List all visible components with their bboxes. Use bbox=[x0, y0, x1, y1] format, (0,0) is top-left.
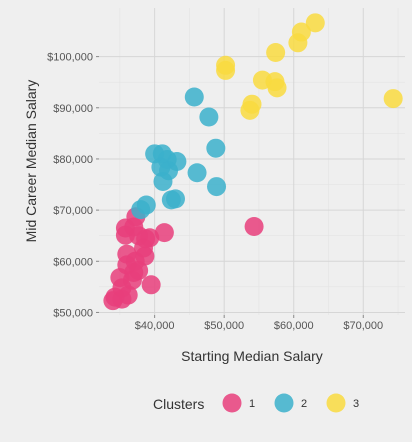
data-point-cluster-3 bbox=[267, 78, 287, 98]
legend-key-3 bbox=[326, 393, 346, 413]
x-tick-label: $60,000 bbox=[274, 320, 314, 332]
data-point-cluster-2 bbox=[184, 87, 204, 107]
legend-key-1 bbox=[222, 393, 242, 413]
data-point-cluster-1 bbox=[117, 244, 137, 264]
legend-key-2 bbox=[274, 393, 294, 413]
data-point-cluster-2 bbox=[136, 195, 156, 215]
legend-label-1: 1 bbox=[249, 398, 255, 410]
x-axis-title: Starting Median Salary bbox=[181, 348, 323, 364]
data-point-cluster-2 bbox=[187, 163, 207, 183]
legend-title: Clusters bbox=[153, 396, 204, 412]
data-point-cluster-2 bbox=[207, 177, 227, 197]
x-axis-ticks: $40,000 $50,000 $60,000 $70,000 bbox=[135, 315, 383, 332]
data-point-cluster-3 bbox=[305, 13, 325, 33]
data-point-cluster-2 bbox=[166, 189, 185, 209]
data-point-cluster-3 bbox=[242, 94, 262, 114]
data-point-cluster-3 bbox=[383, 89, 403, 109]
data-point-cluster-2 bbox=[199, 107, 219, 127]
legend-label-2: 2 bbox=[301, 398, 307, 410]
legend: Clusters 1 2 3 bbox=[153, 393, 359, 413]
data-points bbox=[103, 13, 403, 311]
legend-label-3: 3 bbox=[353, 398, 359, 410]
y-tick-label: $50,000 bbox=[53, 307, 93, 319]
y-tick-label: $100,000 bbox=[47, 52, 93, 64]
y-tick-label: $70,000 bbox=[53, 205, 93, 217]
data-point-cluster-2 bbox=[159, 161, 179, 181]
y-axis-ticks: $50,000 $60,000 $70,000 $80,000 $90,000 $100,… bbox=[47, 52, 99, 319]
y-axis-title: Mid Career Median Salary bbox=[23, 80, 39, 243]
data-point-cluster-3 bbox=[291, 22, 311, 42]
data-point-cluster-2 bbox=[206, 138, 226, 158]
data-point-cluster-1 bbox=[140, 228, 160, 248]
y-tick-label: $90,000 bbox=[53, 103, 93, 115]
x-tick-label: $40,000 bbox=[135, 320, 175, 332]
data-point-cluster-1 bbox=[124, 263, 144, 283]
x-tick-label: $50,000 bbox=[204, 320, 244, 332]
y-tick-label: $60,000 bbox=[53, 256, 93, 268]
data-point-cluster-1 bbox=[141, 275, 161, 295]
data-point-cluster-1 bbox=[244, 216, 264, 236]
data-point-cluster-1 bbox=[154, 223, 174, 243]
data-point-cluster-3 bbox=[266, 43, 286, 63]
data-point-cluster-3 bbox=[216, 55, 236, 75]
y-tick-label: $80,000 bbox=[53, 154, 93, 166]
x-tick-label: $70,000 bbox=[343, 320, 383, 332]
